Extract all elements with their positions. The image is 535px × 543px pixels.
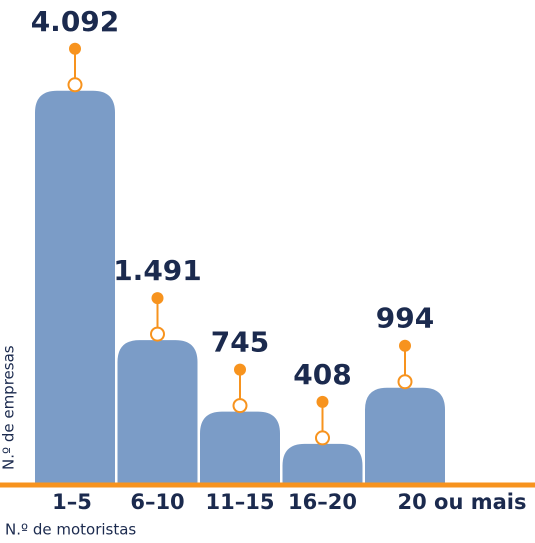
marker-ring [232, 398, 248, 414]
marker-ring [150, 326, 165, 342]
value-label: 1.491 [113, 254, 202, 287]
marker-dot [234, 363, 246, 376]
x-tick-label: 16–20 [288, 490, 357, 514]
x-axis-title: N.º de motoristas [5, 521, 136, 539]
marker-dot [399, 339, 411, 352]
value-label: 4.092 [31, 5, 120, 38]
x-tick-label: 6–10 [130, 490, 184, 514]
bar [200, 411, 280, 483]
x-tick-label: 1–5 [52, 490, 92, 514]
marker-ring [315, 430, 330, 446]
bar [117, 340, 198, 483]
value-label: 745 [211, 326, 269, 359]
marker-dot [151, 292, 164, 305]
bar [35, 90, 115, 483]
marker-ring [67, 77, 83, 93]
bar [365, 387, 445, 483]
value-label: 994 [376, 302, 434, 335]
x-tick-label: 11–15 [206, 490, 275, 514]
marker-dot [69, 42, 81, 55]
x-tick-label: 20 ou mais [398, 490, 527, 514]
bar [282, 443, 363, 483]
marker-dot [316, 395, 329, 408]
value-label: 408 [293, 358, 351, 391]
marker-ring [397, 374, 413, 390]
y-axis-title: N.º de empresas [0, 345, 18, 470]
